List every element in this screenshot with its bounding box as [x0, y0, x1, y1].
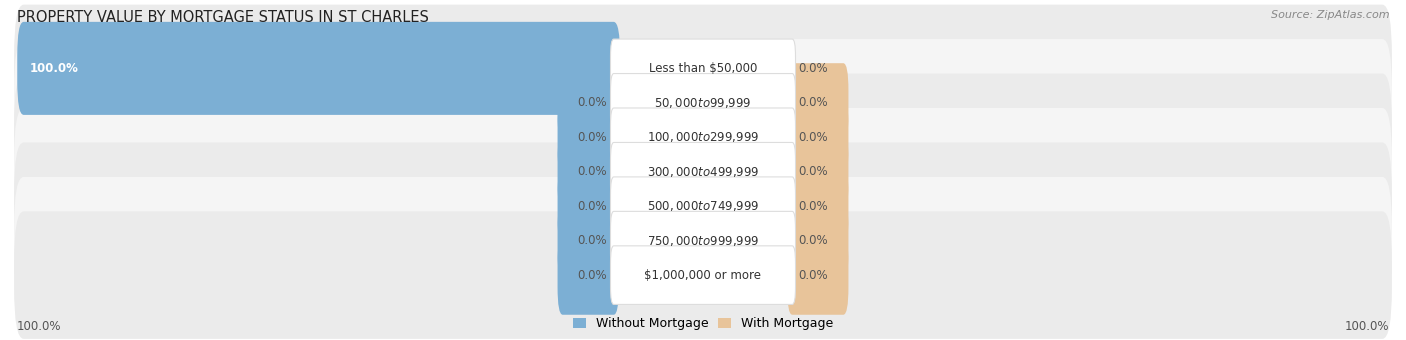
Text: $750,000 to $999,999: $750,000 to $999,999 [647, 234, 759, 248]
FancyBboxPatch shape [558, 132, 619, 211]
FancyBboxPatch shape [558, 63, 619, 142]
FancyBboxPatch shape [787, 201, 848, 280]
FancyBboxPatch shape [14, 211, 1392, 339]
Text: PROPERTY VALUE BY MORTGAGE STATUS IN ST CHARLES: PROPERTY VALUE BY MORTGAGE STATUS IN ST … [17, 10, 429, 25]
Text: 100.0%: 100.0% [17, 320, 62, 333]
FancyBboxPatch shape [610, 246, 796, 304]
Text: 0.0%: 0.0% [799, 269, 828, 282]
FancyBboxPatch shape [14, 39, 1392, 167]
FancyBboxPatch shape [558, 201, 619, 280]
Text: Less than $50,000: Less than $50,000 [648, 62, 758, 75]
Text: $300,000 to $499,999: $300,000 to $499,999 [647, 165, 759, 179]
FancyBboxPatch shape [787, 236, 848, 315]
FancyBboxPatch shape [14, 108, 1392, 236]
Text: $50,000 to $99,999: $50,000 to $99,999 [654, 96, 752, 110]
Text: 100.0%: 100.0% [1344, 320, 1389, 333]
FancyBboxPatch shape [787, 132, 848, 211]
FancyBboxPatch shape [558, 236, 619, 315]
FancyBboxPatch shape [14, 73, 1392, 201]
FancyBboxPatch shape [14, 5, 1392, 132]
FancyBboxPatch shape [610, 142, 796, 201]
FancyBboxPatch shape [610, 177, 796, 236]
Text: 0.0%: 0.0% [799, 200, 828, 213]
FancyBboxPatch shape [787, 98, 848, 177]
Text: 0.0%: 0.0% [799, 96, 828, 109]
Text: 0.0%: 0.0% [799, 165, 828, 178]
Text: $100,000 to $299,999: $100,000 to $299,999 [647, 130, 759, 144]
Text: 0.0%: 0.0% [578, 131, 607, 144]
Text: 0.0%: 0.0% [578, 165, 607, 178]
FancyBboxPatch shape [610, 108, 796, 167]
Text: 100.0%: 100.0% [30, 62, 79, 75]
Text: 0.0%: 0.0% [799, 234, 828, 247]
Legend: Without Mortgage, With Mortgage: Without Mortgage, With Mortgage [568, 312, 838, 336]
Text: Source: ZipAtlas.com: Source: ZipAtlas.com [1271, 10, 1389, 20]
Text: 0.0%: 0.0% [578, 96, 607, 109]
FancyBboxPatch shape [610, 73, 796, 132]
Text: 0.0%: 0.0% [799, 131, 828, 144]
FancyBboxPatch shape [610, 211, 796, 270]
FancyBboxPatch shape [14, 142, 1392, 270]
FancyBboxPatch shape [17, 22, 620, 115]
FancyBboxPatch shape [610, 39, 796, 98]
Text: $1,000,000 or more: $1,000,000 or more [644, 269, 762, 282]
FancyBboxPatch shape [558, 167, 619, 246]
Text: 0.0%: 0.0% [578, 200, 607, 213]
Text: $500,000 to $749,999: $500,000 to $749,999 [647, 199, 759, 213]
Text: 0.0%: 0.0% [799, 62, 828, 75]
FancyBboxPatch shape [787, 63, 848, 142]
FancyBboxPatch shape [787, 167, 848, 246]
Text: 0.0%: 0.0% [578, 234, 607, 247]
Text: 0.0%: 0.0% [578, 269, 607, 282]
FancyBboxPatch shape [558, 98, 619, 177]
FancyBboxPatch shape [14, 177, 1392, 304]
